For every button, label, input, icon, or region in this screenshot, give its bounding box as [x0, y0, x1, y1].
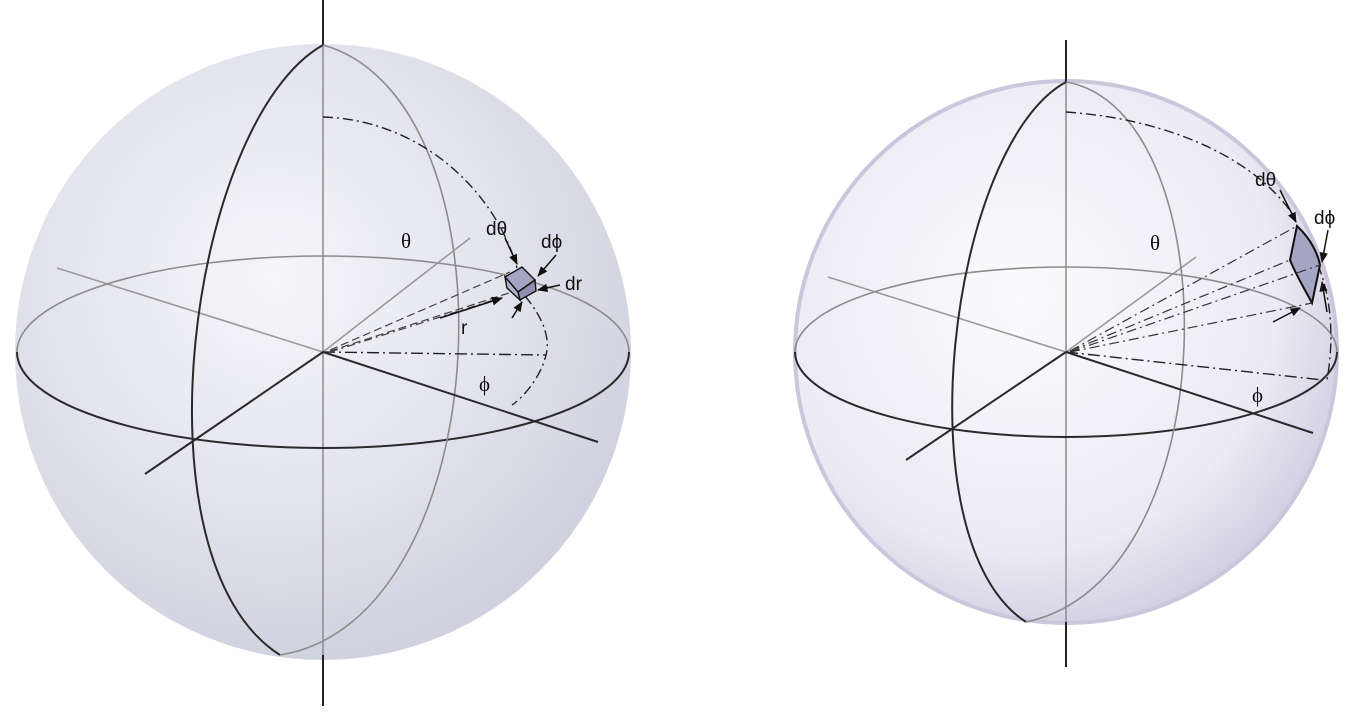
left-x-axis-back: [322, 237, 471, 353]
right-theta-arc: [1065, 111, 1294, 216]
left-dr-arrow: [536, 283, 561, 293]
left-radial-line-2: [329, 291, 513, 352]
left-y-axis-front: [322, 351, 599, 443]
left-phi-label: ϕ: [479, 372, 490, 396]
left-dtheta-label: dθ: [486, 219, 507, 240]
left-r-label: r: [461, 318, 468, 339]
right-sphere-diagram: θ dθ dϕ ϕ: [793, 40, 1339, 667]
left-dphi-label: dϕ: [541, 232, 562, 253]
right-dtheta-label: dθ: [1255, 170, 1276, 191]
right-equator-back: [794, 266, 1338, 353]
left-phi-line: [322, 351, 547, 356]
left-radial-line-1: [329, 271, 511, 351]
right-x-axis-back: [1065, 256, 1197, 353]
right-radial-line-3: [1069, 264, 1321, 353]
left-x-axis-front: [144, 351, 324, 475]
right-dphi-arrow: [1319, 229, 1329, 264]
left-volume-element-front: [503, 274, 522, 303]
left-sphere-diagram: θ dθ dϕ dr r ϕ: [15, 0, 631, 706]
right-meridian-front: [951, 81, 1067, 623]
left-dphi-arrow: [537, 254, 557, 277]
right-radial-line-1: [1069, 225, 1298, 352]
right-equator-front: [794, 351, 1338, 438]
right-dphi-arrow-lower: [1319, 280, 1328, 313]
left-meridian-back: [279, 44, 460, 656]
right-meridian-back: [1025, 81, 1186, 623]
left-equator-front: [16, 351, 630, 449]
left-y-axis-back: [56, 267, 324, 353]
left-dr-arrow-lower: [511, 301, 523, 319]
right-radial-line-4: [1069, 302, 1313, 353]
right-dtheta-arrow: [1279, 189, 1297, 223]
right-x-axis-front: [905, 351, 1067, 461]
left-equator-back: [16, 255, 630, 353]
right-dphi-label: dϕ: [1314, 208, 1335, 229]
right-y-axis-back: [827, 276, 1067, 353]
left-r-arrow: [439, 296, 504, 319]
right-phi-line: [1065, 351, 1324, 381]
right-dtheta-arrow-lower: [1272, 307, 1301, 323]
right-y-axis-front: [1065, 351, 1314, 434]
right-theta-label: θ: [1150, 231, 1160, 255]
left-dr-label: dr: [565, 274, 583, 295]
left-meridian-front: [191, 44, 324, 656]
right-phi-label: ϕ: [1252, 383, 1263, 407]
left-dtheta-arrow: [504, 237, 518, 265]
left-theta-label: θ: [401, 229, 411, 253]
left-projection-arc: [511, 295, 548, 406]
right-projection-arc: [1317, 264, 1332, 381]
